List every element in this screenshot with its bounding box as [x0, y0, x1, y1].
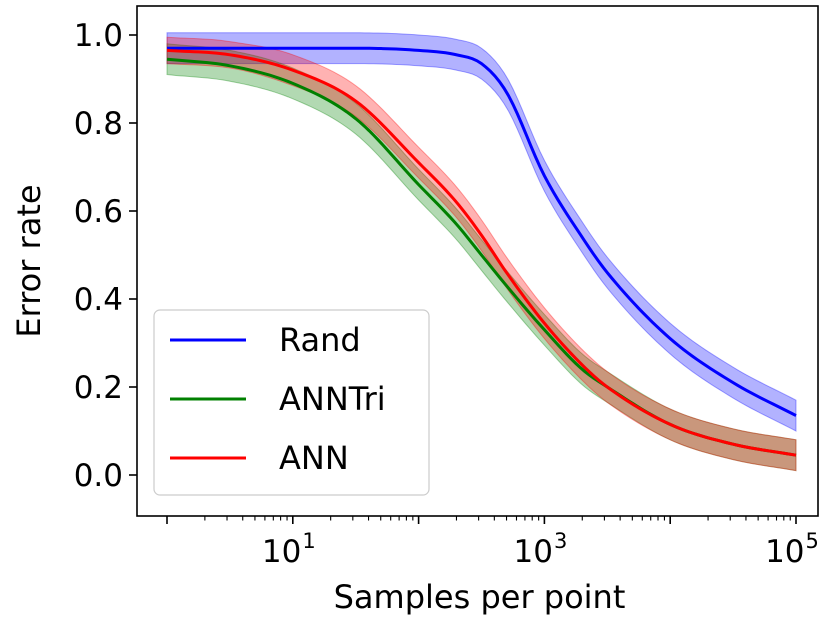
legend-label: ANN	[279, 439, 349, 477]
y-tick-label: 1.0	[74, 18, 123, 54]
legend-label: ANNTri	[279, 380, 386, 418]
y-tick-label: 0.6	[74, 194, 123, 230]
series-lines	[166, 46, 797, 457]
legend-label: Rand	[279, 321, 361, 359]
plot-frame	[136, 5, 819, 517]
legend-item-anntri: ANNTri	[170, 380, 386, 418]
legend-box	[153, 309, 430, 496]
y-axis-ticks: 0.0 0.2 0.4 0.6 0.8 1.0	[74, 18, 137, 494]
legend: Rand ANNTri ANN	[153, 309, 430, 496]
y-tick-label: 0.8	[74, 106, 123, 142]
x-axis-ticks: 101 103 105	[166, 516, 819, 570]
series-band-rand	[166, 32, 797, 432]
x-tick-label: 105	[765, 529, 819, 570]
y-tick-label: 0.0	[74, 458, 123, 494]
y-tick-label: 0.2	[74, 370, 123, 406]
series-band-ann	[166, 36, 797, 472]
series-line-rand	[167, 46, 797, 417]
legend-item-rand: Rand	[170, 321, 361, 359]
x-axis-label: Samples per point	[334, 578, 626, 616]
series-line-ann	[166, 48, 797, 457]
y-tick-label: 0.4	[74, 282, 123, 318]
legend-item-ann: ANN	[170, 439, 349, 477]
x-tick-label: 101	[262, 529, 316, 570]
x-tick-label: 103	[513, 529, 567, 570]
y-axis-label: Error rate	[10, 184, 48, 337]
